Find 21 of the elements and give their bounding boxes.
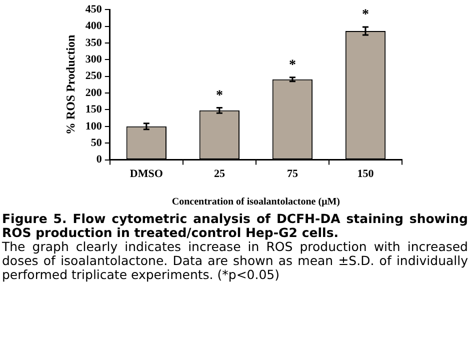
annotation: * — [288, 58, 296, 73]
annotation: * — [216, 88, 223, 104]
y-axis-title: % ROS Production — [63, 34, 78, 135]
y-tick-label: 250 — [85, 70, 102, 82]
x-tick-label: 75 — [286, 168, 298, 180]
y-tick-label: 200 — [85, 86, 102, 99]
y-tick-label: 50 — [90, 136, 102, 149]
x-tick-label: 25 — [214, 168, 226, 180]
y-tick-label: 100 — [85, 120, 102, 132]
y-tick-label: 300 — [85, 54, 102, 66]
x-tick-label: DMSO — [130, 168, 164, 180]
text: The graph clearly indicates increase in ROS production with increased doses of isoalantolactone. Data are shown as mean ±S.D. of individually performed triplicate experiments. (*p<0.05) — [2, 239, 468, 282]
y-tick-label: 450 — [85, 3, 102, 16]
y-tick-label: 0 — [96, 154, 102, 166]
x-tick-label: 150 — [357, 168, 374, 180]
y-tick-label: 150 — [85, 104, 102, 116]
y-tick-label: 350 — [85, 36, 102, 49]
y-tick-label: 400 — [85, 20, 102, 32]
text: Figure 5. Flow cytometric analysis of DCFH-DA staining showing ROS production in treated/control Hep-G2 cells. — [2, 211, 468, 240]
annotation: * — [362, 8, 369, 23]
x-axis-title: Concentration of isoalantolactone (μM) — [172, 196, 340, 208]
